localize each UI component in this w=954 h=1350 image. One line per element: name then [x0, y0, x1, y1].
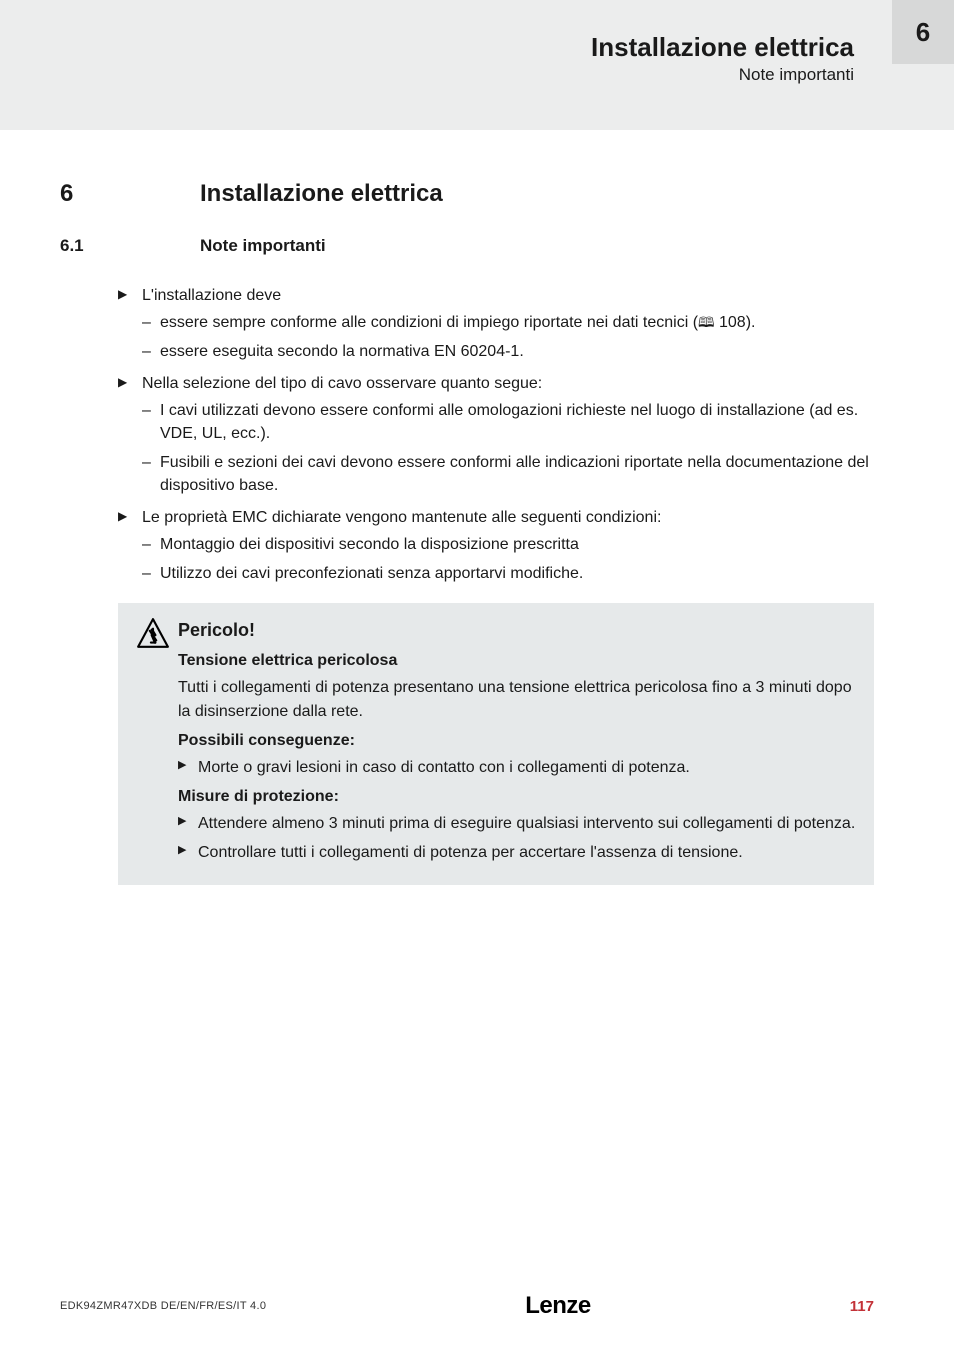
chapter-tab: 6 [892, 0, 954, 64]
chapter-number: 6 [916, 17, 930, 48]
warning-measures-list: Attendere almeno 3 minuti prima di esegu… [178, 812, 856, 864]
bullet-item: L'installazione deve essere sempre confo… [118, 284, 874, 364]
warning-measures-label: Misure di protezione: [178, 785, 856, 808]
bullet-item: Nella selezione del tipo di cavo osserva… [118, 372, 874, 498]
body-text: L'installazione deve essere sempre confo… [118, 284, 874, 885]
bullet-text: Nella selezione del tipo di cavo osserva… [142, 375, 542, 392]
warning-paragraph: Tutti i collegamenti di potenza presenta… [178, 676, 856, 722]
dash-list: I cavi utilizzati devono essere conformi… [142, 399, 874, 498]
h1-number: 6 [60, 180, 200, 208]
warning-subtitle: Tensione elettrica pericolosa [178, 649, 856, 672]
bullet-item: Le proprietà EMC dichiarate vengono mant… [118, 506, 874, 586]
dash-text: essere sempre conforme alle condizioni d… [160, 314, 698, 331]
dash-item: essere sempre conforme alle condizioni d… [142, 311, 874, 334]
dash-item: essere eseguita secondo la normativa EN … [142, 340, 874, 363]
footer-page-number: 117 [850, 1298, 874, 1315]
dash-item: Utilizzo dei cavi preconfezionati senza … [142, 562, 874, 585]
warning-consequences-label: Possibili conseguenze: [178, 729, 856, 752]
dash-text-ref: 108). [715, 314, 756, 331]
page-content: 6 Installazione elettrica 6.1 Note impor… [60, 180, 874, 885]
h2-number: 6.1 [60, 236, 200, 256]
header-subtitle: Note importanti [591, 65, 854, 85]
heading-2-row: 6.1 Note importanti [60, 236, 874, 256]
bullet-text: L'installazione deve [142, 287, 281, 304]
page-footer: EDK94ZMR47XDB DE/EN/FR/ES/IT 4.0 Lenze 1… [60, 1292, 874, 1320]
warning-measure-item: Controllare tutti i collegamenti di pote… [178, 841, 856, 864]
header-title-block: Installazione elettrica Note importanti [591, 32, 854, 85]
heading-1-row: 6 Installazione elettrica [60, 180, 874, 208]
bullet-text: Le proprietà EMC dichiarate vengono mant… [142, 509, 661, 526]
dash-item: Fusibili e sezioni dei cavi devono esser… [142, 451, 874, 497]
book-ref-icon: 🕮 [698, 312, 715, 332]
h1-text: Installazione elettrica [200, 180, 443, 208]
h2-text: Note importanti [200, 236, 326, 256]
warning-title: Pericolo! [178, 617, 856, 643]
dash-item: I cavi utilizzati devono essere conformi… [142, 399, 874, 445]
warning-consequence-item: Morte o gravi lesioni in caso di contatt… [178, 756, 856, 779]
warning-box: Pericolo! Tensione elettrica pericolosa … [118, 603, 874, 885]
footer-doc-id: EDK94ZMR47XDB DE/EN/FR/ES/IT 4.0 [60, 1300, 266, 1312]
dash-item: Montaggio dei dispositivi secondo la dis… [142, 533, 874, 556]
dash-list: Montaggio dei dispositivi secondo la dis… [142, 533, 874, 585]
warning-consequences-list: Morte o gravi lesioni in caso di contatt… [178, 756, 856, 779]
dash-list: essere sempre conforme alle condizioni d… [142, 311, 874, 363]
warning-icon [136, 617, 178, 871]
header-title: Installazione elettrica [591, 32, 854, 63]
header-band: Installazione elettrica Note importanti … [0, 0, 954, 130]
footer-logo: Lenze [525, 1292, 591, 1320]
warning-measure-item: Attendere almeno 3 minuti prima di esegu… [178, 812, 856, 835]
bullet-list: L'installazione deve essere sempre confo… [118, 284, 874, 585]
warning-body: Pericolo! Tensione elettrica pericolosa … [178, 617, 856, 871]
